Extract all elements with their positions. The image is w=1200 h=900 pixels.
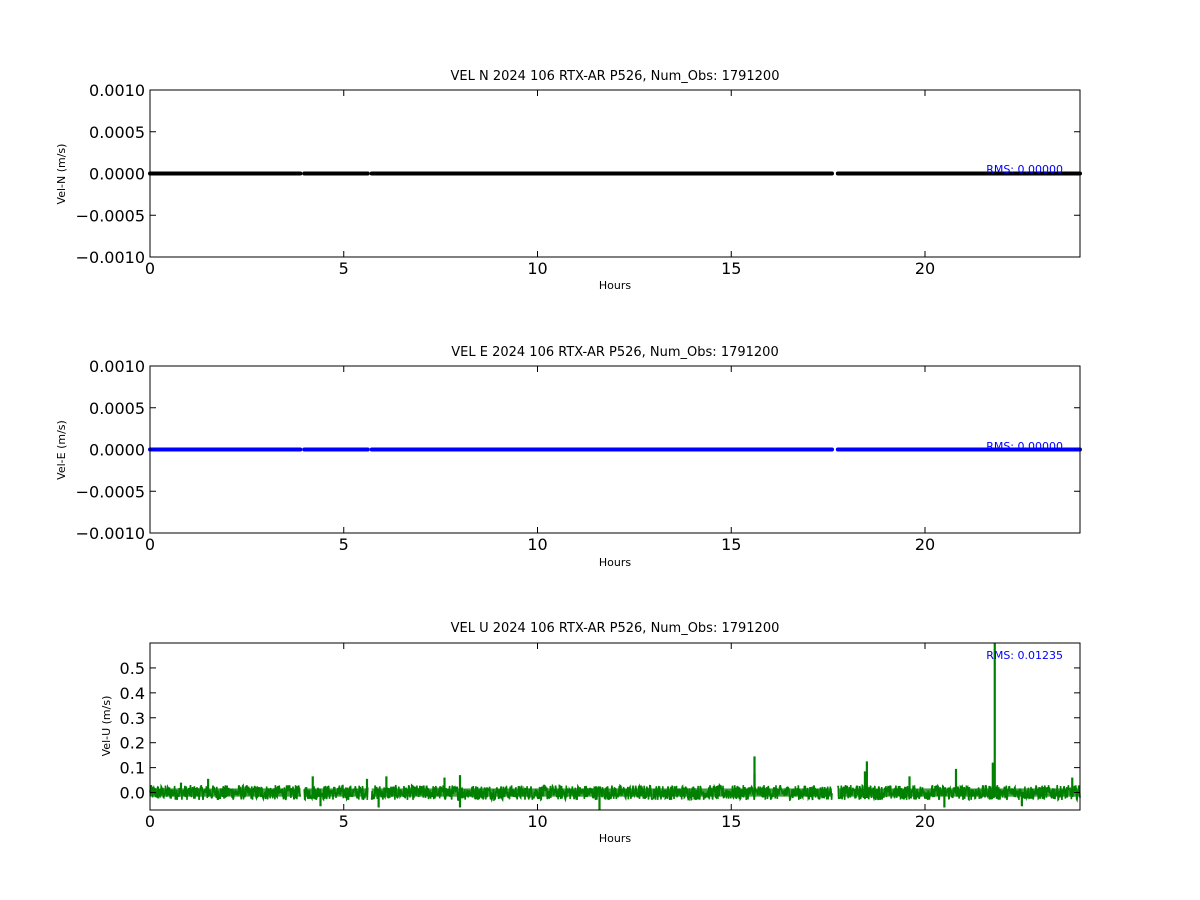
y-tick-label: 0.0 (120, 784, 145, 803)
y-axis-label: Vel-U (m/s) (100, 696, 113, 757)
rms-annotation: RMS: 0.01235 (986, 649, 1063, 662)
x-tick-label: 0 (145, 535, 155, 554)
x-tick-label: 5 (339, 259, 349, 278)
x-axis: 0 5 10 15 20 (145, 90, 935, 278)
x-tick-label: 15 (721, 535, 741, 554)
x-tick-label: 0 (145, 259, 155, 278)
y-axis-label: Vel-N (m/s) (55, 144, 68, 205)
panel-vel-e: VEL E 2024 106 RTX-AR P526, Num_Obs: 179… (55, 345, 1082, 569)
x-axis: 0 5 10 15 20 (145, 366, 935, 554)
noise-core (837, 788, 1080, 797)
y-tick-label: 0.0005 (89, 399, 145, 418)
x-tick-label: 20 (915, 535, 935, 554)
y-tick-label: −0.0005 (76, 206, 145, 225)
y-tick-label: 0.2 (120, 734, 145, 753)
y-tick-label: −0.0010 (76, 524, 145, 543)
y-axis-label: Vel-E (m/s) (55, 420, 68, 480)
x-tick-label: 20 (915, 259, 935, 278)
y-tick-label: 0.3 (120, 709, 145, 728)
x-tick-label: 10 (527, 535, 547, 554)
y-tick-label: −0.0010 (76, 248, 145, 267)
x-tick-label: 20 (915, 812, 935, 831)
rms-annotation: RMS: 0.00000 (986, 163, 1063, 176)
rms-annotation: RMS: 0.00000 (986, 440, 1063, 453)
x-tick-label: 10 (527, 812, 547, 831)
x-tick-label: 15 (721, 812, 741, 831)
y-tick-label: −0.0005 (76, 482, 145, 501)
y-tick-label: 0.4 (120, 684, 145, 703)
y-axis: 0.0010 0.0005 0.0000 −0.0005 −0.0010 (76, 357, 1080, 543)
chart-title: VEL E 2024 106 RTX-AR P526, Num_Obs: 179… (451, 345, 778, 360)
x-axis-label: Hours (599, 556, 631, 569)
x-axis: 0 5 10 15 20 (145, 643, 935, 831)
x-tick-label: 5 (339, 535, 349, 554)
y-tick-label: 0.0010 (89, 81, 145, 100)
noise-core (371, 788, 832, 797)
y-tick-label: 0.0010 (89, 357, 145, 376)
x-tick-label: 15 (721, 259, 741, 278)
noise-core (150, 788, 301, 797)
chart-title: VEL N 2024 106 RTX-AR P526, Num_Obs: 179… (451, 69, 780, 84)
y-tick-label: 0.0005 (89, 123, 145, 142)
x-tick-label: 0 (145, 812, 155, 831)
panel-vel-n: VEL N 2024 106 RTX-AR P526, Num_Obs: 179… (55, 69, 1082, 292)
plot-frame (149, 642, 1081, 811)
y-axis: 0.0010 0.0005 0.0000 −0.0005 −0.0010 (76, 81, 1080, 267)
noise-core (304, 788, 368, 797)
x-axis-label: Hours (599, 832, 631, 845)
chart-title: VEL U 2024 106 RTX-AR P526, Num_Obs: 179… (451, 621, 780, 636)
y-tick-label: 0.5 (120, 659, 145, 678)
y-tick-label: 0.0000 (89, 165, 145, 184)
x-tick-label: 10 (527, 259, 547, 278)
data-marks (149, 643, 1081, 810)
y-axis: 0.5 0.4 0.3 0.2 0.1 0.0 (120, 659, 1080, 803)
y-tick-label: 0.0000 (89, 441, 145, 460)
x-tick-label: 5 (339, 812, 349, 831)
panel-vel-u: VEL U 2024 106 RTX-AR P526, Num_Obs: 179… (100, 621, 1081, 845)
x-axis-label: Hours (599, 279, 631, 292)
y-tick-label: 0.1 (120, 759, 145, 778)
